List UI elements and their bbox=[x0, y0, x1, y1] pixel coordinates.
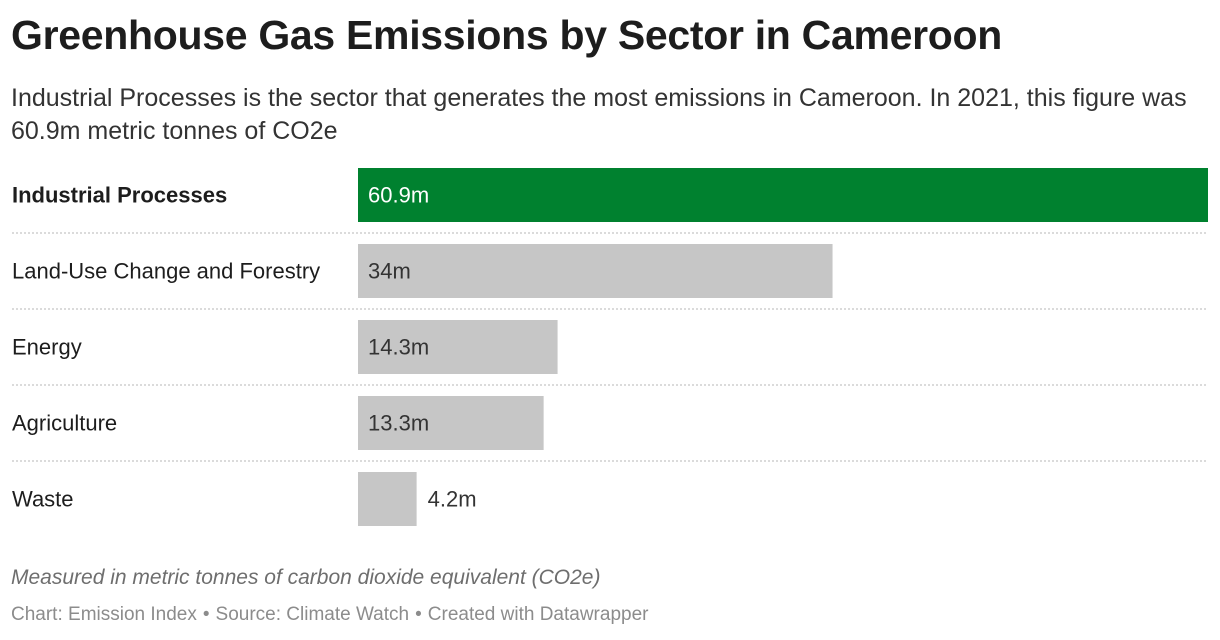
bar-row: Waste 4.2m bbox=[12, 472, 477, 526]
footer-separator: • bbox=[202, 604, 210, 625]
bar bbox=[358, 320, 558, 374]
bar bbox=[358, 244, 833, 298]
chart-title: Greenhouse Gas Emissions by Sector in Ca… bbox=[11, 12, 1003, 58]
category-label: Energy bbox=[12, 335, 82, 360]
category-label: Land-Use Change and Forestry bbox=[12, 259, 320, 284]
source-credit: Source: Climate Watch bbox=[215, 604, 410, 625]
bar-row: Industrial Processes 60.9m bbox=[12, 168, 1208, 222]
bar bbox=[358, 472, 417, 526]
datawrapper-credit: Created with Datawrapper bbox=[427, 604, 649, 625]
value-label: 14.3m bbox=[368, 335, 429, 360]
category-label: Agriculture bbox=[12, 411, 117, 436]
bar-row: Agriculture 13.3m bbox=[12, 396, 544, 450]
value-label: 13.3m bbox=[368, 411, 429, 436]
bar-row: Land-Use Change and Forestry 34m bbox=[12, 244, 833, 298]
category-label: Waste bbox=[12, 487, 74, 512]
chart-credit: Chart: Emission Index bbox=[11, 604, 197, 625]
bar-row: Energy 14.3m bbox=[12, 320, 558, 374]
value-label: 34m bbox=[368, 259, 411, 284]
value-label: 60.9m bbox=[368, 183, 429, 208]
category-label: Industrial Processes bbox=[12, 183, 227, 208]
value-label: 4.2m bbox=[428, 487, 477, 512]
footer-separator: • bbox=[415, 604, 422, 625]
bar-chart: Industrial Processes 60.9m Land-Use Change… bbox=[12, 168, 1208, 526]
chart-notes: Measured in metric tonnes of carbon diox… bbox=[11, 566, 601, 589]
chart-footer: Chart: Emission Index • Source: Climate Wa… bbox=[11, 604, 648, 626]
bar bbox=[358, 396, 544, 450]
bar bbox=[358, 168, 1208, 222]
chart-subtitle: Industrial Processes is the sector that … bbox=[11, 84, 1187, 145]
